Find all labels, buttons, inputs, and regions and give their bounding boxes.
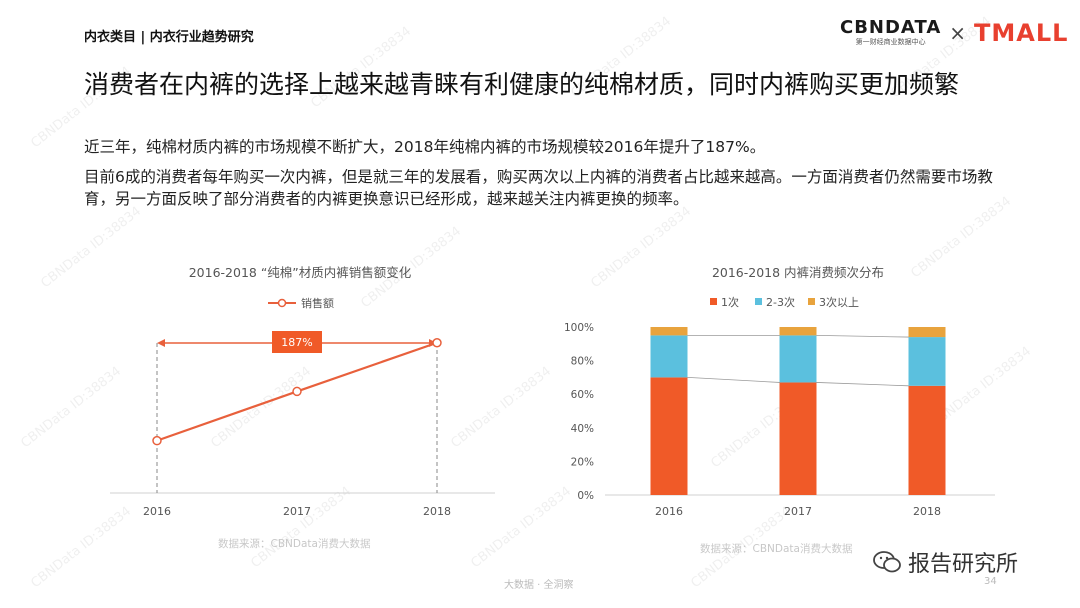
- brand-logo: CBNDATA 第一财经商业数据中心 × TMALL: [840, 18, 1068, 48]
- line-chart-legend: 销售额: [268, 296, 334, 310]
- bar-chart-title: 2016-2018 内裤消费频次分布: [712, 265, 884, 280]
- series-connector-line: [816, 382, 909, 387]
- bar-chart-source: 数据来源：CBNData消费大数据: [700, 542, 853, 555]
- y-tick-label-80: 80%: [571, 356, 594, 368]
- description-line-2: 目前6成的消费者每年购买一次内裤，但是就三年的发展看，购买两次以上内裤的消费者占…: [84, 168, 993, 208]
- x-tick-label-2018: 2018: [913, 505, 941, 518]
- stacked-bar-chart: 2016-2018 内裤消费频次分布 1次 2-3次 3次以上 0% 20% 40% 60…: [564, 265, 995, 555]
- wechat-account[interactable]: 报告研究所: [872, 546, 1018, 578]
- y-tick-label-40: 40%: [571, 423, 594, 435]
- bar-2017-series-2: [779, 335, 817, 383]
- tmall-logo: TMALL: [974, 19, 1069, 47]
- description-line-1: 近三年，纯棉材质内裤的市场规模不断扩大，2018年纯棉内裤的市场规模较2016年…: [84, 138, 766, 156]
- legend-swatch-3: [808, 298, 815, 305]
- legend-label-1: 1次: [721, 295, 739, 309]
- growth-annotation-box: [272, 331, 322, 353]
- cbndata-logo: CBNDATA 第一财经商业数据中心: [840, 19, 941, 47]
- x-tick-label-2016: 2016: [655, 505, 683, 518]
- y-tick-label-60: 60%: [571, 389, 594, 401]
- series-connector-line: [687, 377, 780, 383]
- legend-label-2: 2-3次: [766, 295, 795, 309]
- x-tick-label-2016: 2016: [143, 505, 171, 518]
- growth-annotation-label: 187%: [281, 336, 312, 349]
- arrow-left-icon: [157, 339, 165, 347]
- line-chart: 2016-2018 “纯棉”材质内裤销售额变化 销售额 187% 2016 2017…: [110, 265, 495, 550]
- bar-2016-series-3: [650, 327, 688, 336]
- page-number: 34: [984, 576, 997, 587]
- cbndata-logo-text: CBNDATA: [840, 17, 942, 38]
- legend-marker-icon: [277, 298, 287, 308]
- bar-2018-series-1: [908, 385, 946, 495]
- y-tick-label-0: 0%: [577, 490, 594, 502]
- footer-brand: 大数据 · 全洞察: [504, 580, 574, 591]
- cbndata-logo-subtitle: 第一财经商业数据中心: [855, 38, 926, 46]
- sales-data-point-2017: [292, 386, 302, 397]
- y-tick-label-20: 20%: [571, 456, 594, 468]
- sales-data-point-2016: [152, 435, 162, 446]
- legend-label-3: 3次以上: [819, 295, 859, 309]
- legend-swatch-2: [755, 298, 762, 305]
- legend-label-sales: 销售额: [301, 296, 334, 310]
- bar-2018-series-3: [908, 327, 946, 338]
- bar-2018-series-2: [908, 337, 946, 386]
- bar-chart-legend: 1次 2-3次 3次以上: [710, 295, 859, 309]
- line-chart-source: 数据来源：CBNData消费大数据: [218, 537, 371, 550]
- x-tick-label-2018: 2018: [423, 505, 451, 518]
- bar-2016-series-2: [650, 335, 688, 378]
- x-tick-label-2017: 2017: [784, 505, 812, 518]
- bar-2017-series-3: [779, 327, 817, 336]
- legend-swatch-1: [710, 298, 717, 305]
- x-tick-label-2017: 2017: [283, 505, 311, 518]
- wechat-icon: [873, 551, 901, 573]
- series-connector-line: [816, 335, 909, 338]
- bar-2017-series-1: [779, 382, 817, 495]
- section-label: 内衣类目 | 内衣行业趋势研究: [84, 30, 254, 45]
- line-chart-title: 2016-2018 “纯棉”材质内裤销售额变化: [189, 265, 412, 280]
- y-tick-label-100: 100%: [564, 322, 594, 334]
- wechat-account-name: 报告研究所: [908, 552, 1019, 577]
- bar-2016-series-1: [650, 377, 688, 495]
- sales-data-point-2018: [432, 337, 442, 348]
- page-title: 消费者在内裤的选择上越来越青睐有利健康的纯棉材质，同时内裤购买更加频繁: [84, 70, 960, 99]
- cross-icon: ×: [949, 21, 967, 45]
